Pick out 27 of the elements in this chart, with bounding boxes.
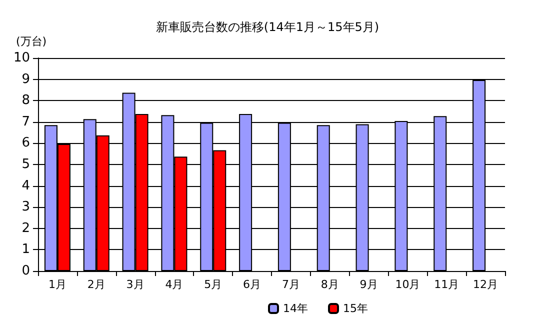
x-tick-label: 6月 (243, 278, 262, 291)
legend-label: 14年 (283, 302, 308, 315)
chart-title: 新車販売台数の推移(14年1月～15年5月) (156, 20, 380, 34)
legend-label: 15年 (342, 302, 368, 315)
x-tick-label: 9月 (360, 278, 378, 291)
x-tick-label: 1月 (48, 278, 66, 291)
x-tick-label: 12月 (473, 278, 498, 291)
x-tick-label: 11月 (434, 278, 460, 291)
x-tick-label: 10月 (395, 278, 420, 291)
y-axis-title: (万台) (16, 35, 47, 48)
y-tick-label: 4 (22, 178, 30, 194)
x-tick-label: 7月 (282, 278, 300, 291)
x-tick-label: 8月 (320, 278, 339, 291)
x-tick-label: 4月 (165, 278, 184, 291)
y-tick-label: 3 (22, 200, 30, 215)
y-tick-label: 9 (22, 72, 30, 87)
x-tick-label: 3月 (126, 278, 144, 291)
y-tick-label: 10 (13, 50, 30, 66)
y-tick-label: 8 (22, 93, 30, 108)
y-tick-label: 0 (22, 264, 30, 278)
y-tick-label: 6 (22, 136, 30, 151)
y-tick-label: 5 (22, 157, 30, 172)
y-tick-label: 1 (22, 242, 30, 258)
x-tick-label: 2月 (87, 278, 106, 291)
y-tick-label: 2 (22, 220, 30, 236)
x-tick-label: 5月 (204, 278, 222, 291)
y-tick-label: 7 (22, 114, 30, 130)
